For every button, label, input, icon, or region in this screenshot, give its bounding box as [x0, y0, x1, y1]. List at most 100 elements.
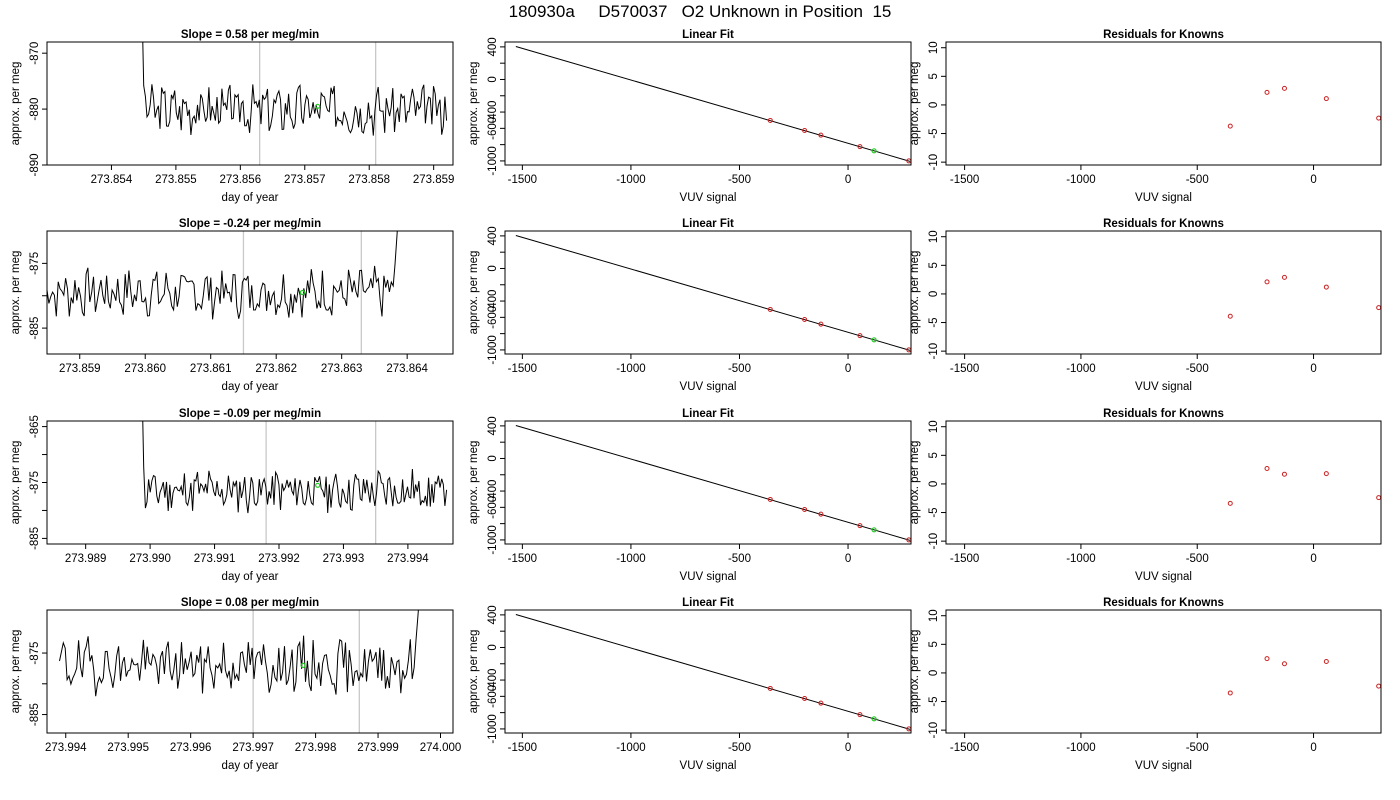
residuals-panel-row2: Residuals for Knowns -1500 -1000 -500 0 -10 -5…: [909, 218, 1382, 393]
plot-frame: [945, 230, 1382, 355]
x-tick-label: -1500: [508, 174, 537, 186]
y-axis-label: approx. per meg: [10, 441, 22, 525]
y-tick-label: 5: [928, 641, 940, 647]
y-tick-label: 10: [928, 420, 940, 433]
y-tick-label: 0: [928, 291, 940, 297]
plot-area: [1227, 85, 1381, 129]
x-tick-label: -1500: [508, 363, 537, 375]
x-tick-label: -1000: [616, 363, 645, 375]
known-standard-point: [857, 712, 863, 718]
x-tick-label: 273.992: [258, 553, 300, 565]
residual-point: [1281, 661, 1287, 667]
y-axis-label: approx. per meg: [10, 62, 22, 146]
y-tick-label: -600: [487, 117, 499, 140]
x-tick-label: 273.994: [45, 742, 87, 754]
unknown-sample-point: [871, 527, 877, 533]
y-tick-label: -5: [928, 128, 940, 138]
y-tick-label: -400: [487, 290, 499, 313]
y-tick-label: 0: [487, 455, 499, 461]
y-tick-label: -10: [928, 533, 940, 550]
x-tick-label: 273.989: [65, 553, 107, 565]
residual-point: [1323, 471, 1329, 477]
known-standard-point: [802, 127, 808, 133]
unknown-sample-point: [871, 716, 877, 722]
x-axis-label: VUV signal: [1135, 760, 1192, 772]
x-tick-label: 0: [845, 363, 851, 375]
unknown-sample-point: [299, 289, 305, 296]
fit-line: [515, 235, 911, 351]
panel-title: Residuals for Knowns: [1103, 218, 1224, 230]
residual-point: [1376, 683, 1381, 689]
x-tick-label: -500: [728, 553, 751, 565]
unknown-sample-point: [871, 337, 877, 343]
y-tick-label: -5: [928, 507, 940, 517]
y-tick-label: 10: [928, 41, 940, 54]
known-standard-point: [857, 333, 863, 339]
x-tick-label: 273.864: [386, 363, 428, 375]
x-tick-label: -1500: [508, 553, 537, 565]
residual-point: [1376, 115, 1381, 121]
plot-area: [142, 42, 448, 165]
x-tick-label: -1000: [1066, 174, 1095, 186]
fit-panel-row2: Linear Fit -1500 -1000 -500 0 -1000 -600-400 0 4…: [468, 218, 912, 393]
x-tick-label: -1000: [1066, 363, 1095, 375]
y-tick-label: -400: [487, 669, 499, 692]
residual-point: [1264, 656, 1270, 662]
x-tick-label: 273.859: [59, 363, 101, 375]
y-tick-label: -1000: [487, 335, 499, 364]
y-tick-label: -1000: [487, 146, 499, 175]
x-tick-label: 0: [1310, 174, 1316, 186]
x-tick-label: -1500: [950, 742, 979, 754]
plot-area: [515, 614, 911, 732]
known-standard-point: [802, 695, 808, 701]
residual-point: [1281, 85, 1287, 91]
fit-line: [515, 425, 911, 541]
y-tick-label: 0: [928, 481, 940, 487]
signal-trace: [142, 42, 448, 136]
plot-frame: [504, 41, 912, 166]
plot-area: [1227, 274, 1381, 319]
residual-point: [1376, 495, 1381, 501]
fit-panel-row3: Linear Fit -1500 -1000 -500 0 -1000 -600-400 0 4…: [468, 408, 912, 583]
y-tick-label: -890: [29, 153, 41, 176]
x-tick-label: -500: [728, 363, 751, 375]
x-tick-label: 0: [845, 553, 851, 565]
plot-area: [515, 46, 911, 164]
signal-trace: [47, 231, 398, 320]
x-axis-label: VUV signal: [680, 760, 737, 772]
unknown-sample-point: [871, 148, 877, 154]
panel-title: Slope = -0.24 per meg/min: [179, 218, 321, 230]
residual-point: [1264, 279, 1270, 285]
y-tick-label: -885: [29, 317, 41, 340]
x-axis-label: day of year: [222, 760, 279, 772]
residuals-panel-row4: Residuals for Knowns -1500 -1000 -500 0 -10 -5…: [909, 597, 1382, 772]
y-axis-label: approx. per meg: [10, 251, 22, 335]
panel-title: Linear Fit: [682, 29, 734, 41]
x-tick-label: -1500: [950, 363, 979, 375]
plot-frame: [945, 609, 1382, 734]
y-tick-label: 400: [487, 416, 499, 435]
plot-frame: [46, 41, 454, 166]
x-tick-label: 273.998: [295, 742, 337, 754]
known-standard-point: [818, 132, 824, 138]
y-tick-label: 5: [928, 73, 940, 79]
x-tick-label: -500: [1186, 742, 1209, 754]
x-axis-label: VUV signal: [1135, 571, 1192, 583]
x-tick-label: 273.863: [321, 363, 363, 375]
y-tick-label: -10: [928, 722, 940, 739]
x-tick-label: -1000: [616, 553, 645, 565]
x-tick-label: 273.997: [232, 742, 274, 754]
x-tick-label: 273.860: [124, 363, 166, 375]
residual-point: [1323, 96, 1329, 102]
known-standard-point: [818, 321, 824, 327]
y-tick-label: -885: [29, 703, 41, 726]
y-tick-label: -5: [928, 317, 940, 327]
y-tick-label: 5: [928, 452, 940, 458]
timeseries-panel-row4: Slope = 0.08 per meg/min 273.994 273.995 27…: [10, 597, 461, 772]
known-standard-point: [767, 685, 773, 691]
timeseries-panel-row1: Slope = 0.58 per meg/min 273.854 273.855 27…: [10, 29, 454, 204]
x-tick-label: 0: [1310, 742, 1316, 754]
x-tick-label: -1500: [508, 742, 537, 754]
x-tick-label: 0: [1310, 553, 1316, 565]
panel-title: Slope = 0.58 per meg/min: [181, 29, 319, 41]
